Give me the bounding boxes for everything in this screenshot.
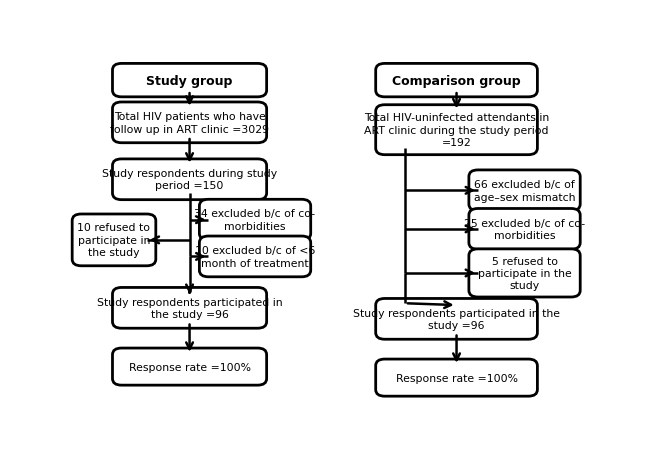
FancyBboxPatch shape — [200, 200, 311, 240]
Text: Response rate =100%: Response rate =100% — [129, 362, 250, 372]
FancyBboxPatch shape — [200, 237, 311, 277]
Text: Response rate =100%: Response rate =100% — [396, 373, 517, 383]
Text: Study respondents during study
period =150: Study respondents during study period =1… — [102, 169, 277, 191]
FancyBboxPatch shape — [376, 64, 538, 98]
FancyBboxPatch shape — [469, 170, 580, 211]
Text: 5 refused to
participate in the
study: 5 refused to participate in the study — [478, 256, 571, 291]
Text: Comparison group: Comparison group — [392, 74, 521, 88]
Text: 10 refused to
participate in
the study: 10 refused to participate in the study — [77, 223, 151, 258]
Text: 10 excluded b/c of <6
month of treatment: 10 excluded b/c of <6 month of treatment — [195, 246, 315, 268]
FancyBboxPatch shape — [376, 359, 538, 397]
FancyBboxPatch shape — [112, 159, 266, 200]
FancyBboxPatch shape — [469, 209, 580, 250]
Text: Total HIV patients who have
follow up in ART clinic =3029: Total HIV patients who have follow up in… — [110, 112, 269, 134]
Text: 66 excluded b/c of
age–sex mismatch: 66 excluded b/c of age–sex mismatch — [474, 180, 575, 202]
Text: Study group: Study group — [146, 74, 233, 88]
FancyBboxPatch shape — [469, 249, 580, 298]
FancyBboxPatch shape — [112, 348, 266, 386]
Text: Study respondents participated in
the study =96: Study respondents participated in the st… — [97, 297, 282, 319]
FancyBboxPatch shape — [376, 106, 538, 155]
Text: Total HIV-uninfected attendants in
ART clinic during the study period
=192: Total HIV-uninfected attendants in ART c… — [364, 113, 549, 148]
Text: 34 excluded b/c of co-
morbidities: 34 excluded b/c of co- morbidities — [194, 209, 316, 231]
Text: Study respondents participated in the
study =96: Study respondents participated in the st… — [353, 308, 560, 330]
FancyBboxPatch shape — [376, 299, 538, 339]
Text: 25 excluded b/c of co-
morbidities: 25 excluded b/c of co- morbidities — [464, 218, 585, 240]
FancyBboxPatch shape — [72, 215, 156, 266]
FancyBboxPatch shape — [112, 64, 266, 98]
FancyBboxPatch shape — [112, 103, 266, 143]
FancyBboxPatch shape — [112, 288, 266, 328]
